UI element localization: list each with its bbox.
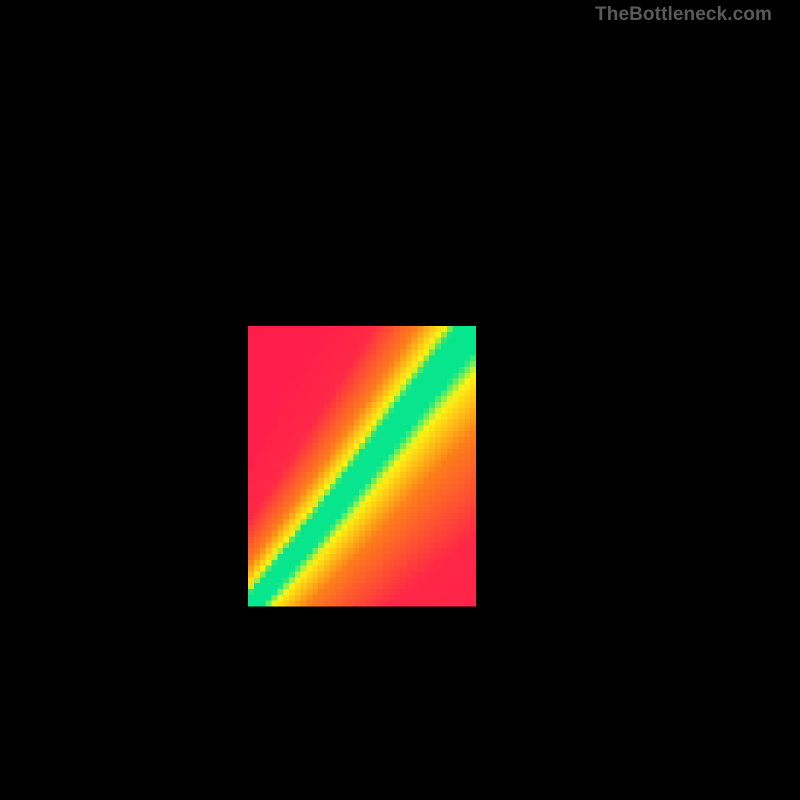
heatmap-canvas bbox=[26, 28, 774, 776]
watermark-text: TheBottleneck.com bbox=[595, 4, 772, 26]
chart-container: TheBottleneck.com bbox=[0, 0, 800, 800]
plot-area bbox=[26, 28, 774, 776]
